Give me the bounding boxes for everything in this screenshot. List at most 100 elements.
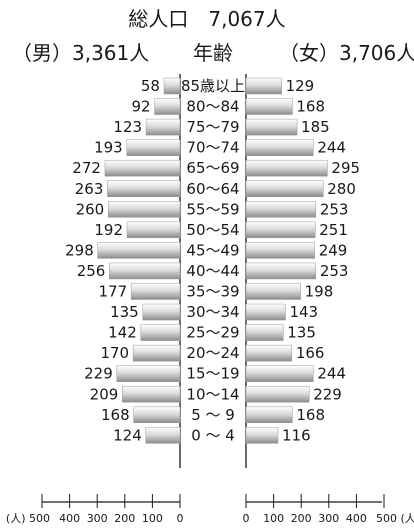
male-value-label: 123 <box>113 118 142 136</box>
female-bar <box>245 77 282 95</box>
female-bar <box>245 406 293 424</box>
female-value-label: 253 <box>320 200 349 218</box>
age-group-label: 85歳以上 <box>181 77 245 95</box>
male-bar <box>107 180 181 197</box>
female-value-label: 249 <box>319 241 348 259</box>
age-group-label: 50～54 <box>186 221 239 239</box>
male-x-tick-label: (人) 500 <box>6 512 50 525</box>
female-bar <box>245 118 298 136</box>
male-value-label: 170 <box>100 344 129 362</box>
male-value-label: 298 <box>65 241 94 259</box>
age-group-label: 55～59 <box>186 200 239 218</box>
male-bar <box>140 324 181 341</box>
female-value-label: 244 <box>317 365 346 383</box>
male-bar <box>142 303 181 321</box>
female-value-label: 129 <box>286 77 315 95</box>
female-total-header: （女）3,706人 <box>279 41 414 65</box>
female-bar <box>245 427 279 444</box>
female-bar <box>245 262 317 280</box>
male-bar <box>126 139 181 156</box>
male-value-label: 192 <box>94 221 123 239</box>
male-x-tick-label: 100 <box>142 512 163 525</box>
male-bar <box>145 427 181 444</box>
male-x-tick-label: 300 <box>87 512 108 525</box>
female-value-label: 295 <box>331 159 360 177</box>
male-value-label: 209 <box>90 385 119 403</box>
male-value-label: 177 <box>99 283 128 301</box>
female-value-label: 185 <box>301 118 330 136</box>
female-value-label: 251 <box>319 221 348 239</box>
female-x-tick-label: 300 <box>318 512 339 525</box>
male-bar <box>109 262 181 280</box>
male-bar <box>145 118 181 136</box>
male-value-label: 135 <box>110 303 139 321</box>
age-group-label: 65～69 <box>186 159 239 177</box>
age-group-label: 35～39 <box>186 283 239 301</box>
male-bar <box>133 406 181 424</box>
age-group-label: 0 ～ 4 <box>191 426 235 444</box>
female-bar <box>245 201 317 218</box>
age-group-label: 30～34 <box>186 303 239 321</box>
female-value-label: 135 <box>287 324 316 342</box>
female-x-tick-label: 200 <box>291 512 312 525</box>
age-group-label: 15～19 <box>186 365 239 383</box>
age-header: 年齢 <box>193 41 233 65</box>
male-bar <box>107 201 181 218</box>
female-x-tick-label: 100 <box>263 512 284 525</box>
male-value-label: 263 <box>75 180 104 198</box>
female-bar <box>245 159 328 177</box>
female-bar <box>245 365 314 382</box>
male-value-label: 168 <box>101 406 130 424</box>
male-total-header: （男）3,361人 <box>12 41 149 65</box>
male-value-label: 58 <box>141 77 160 95</box>
age-group-label: 20～24 <box>186 344 239 362</box>
male-bar <box>104 159 181 177</box>
age-group-label: 70～74 <box>186 139 239 157</box>
male-bar <box>97 242 181 259</box>
female-value-label: 168 <box>296 98 325 116</box>
female-value-label: 244 <box>317 139 346 157</box>
female-bar <box>245 139 314 156</box>
male-value-label: 193 <box>94 139 123 157</box>
female-bar <box>245 221 316 239</box>
female-bar <box>245 303 286 321</box>
male-value-label: 92 <box>132 98 151 116</box>
age-group-label: 25～29 <box>186 324 239 342</box>
male-bar <box>154 98 181 115</box>
female-value-label: 280 <box>327 180 356 198</box>
age-group-label: 80～84 <box>186 98 239 116</box>
female-value-label: 253 <box>320 262 349 280</box>
male-x-tick-label: 400 <box>59 512 80 525</box>
age-group-label: 60～64 <box>186 180 239 198</box>
female-value-label: 198 <box>305 283 334 301</box>
age-group-label: 40～44 <box>186 262 239 280</box>
female-bar <box>245 344 293 362</box>
chart-title: 総人口 7,067人 <box>128 7 285 31</box>
male-value-label: 142 <box>108 324 137 342</box>
female-value-label: 168 <box>296 406 325 424</box>
female-value-label: 143 <box>289 303 318 321</box>
female-bar <box>245 180 324 197</box>
female-bar <box>245 242 315 259</box>
female-value-label: 166 <box>296 344 325 362</box>
female-x-tick-label: 0 <box>243 512 250 525</box>
female-x-tick-label: 400 <box>346 512 367 525</box>
male-bar <box>116 365 181 382</box>
male-value-label: 260 <box>76 200 105 218</box>
female-value-label: 229 <box>313 385 342 403</box>
male-bar <box>126 221 181 239</box>
female-bar <box>245 324 284 341</box>
male-value-label: 124 <box>113 426 142 444</box>
female-x-tick-label: 500 (人) <box>376 512 414 525</box>
male-value-label: 272 <box>72 159 101 177</box>
male-value-label: 256 <box>77 262 106 280</box>
male-bar <box>132 344 181 362</box>
age-group-label: 5 ～ 9 <box>191 406 235 424</box>
male-bar <box>130 283 181 300</box>
male-x-tick-label: 200 <box>114 512 135 525</box>
male-bar <box>122 386 181 403</box>
female-bar <box>245 283 301 300</box>
age-group-label: 45～49 <box>186 241 239 259</box>
male-x-tick-label: 0 <box>177 512 184 525</box>
